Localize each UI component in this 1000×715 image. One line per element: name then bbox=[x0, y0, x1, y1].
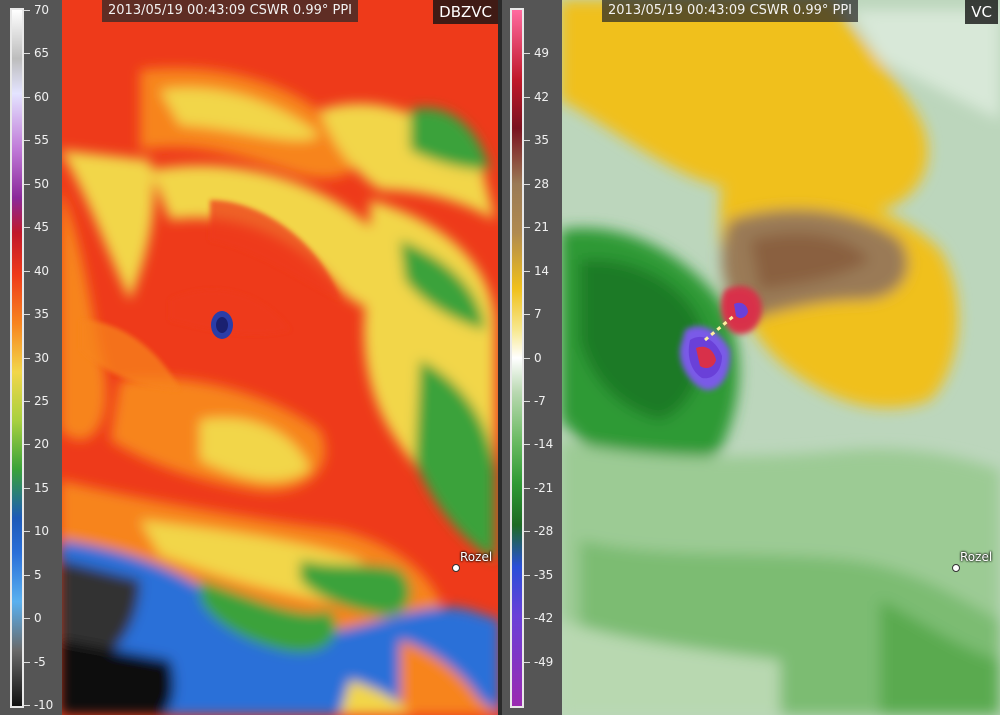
left-colorbar-tick-label: 25 bbox=[34, 393, 49, 408]
left-colorbar-tick-label: 30 bbox=[34, 350, 49, 365]
left-colorbar-tick-label: 5 bbox=[34, 567, 42, 582]
velocity-colorbar-gradient bbox=[510, 8, 524, 708]
left-colorbar-tick-mark bbox=[24, 314, 30, 316]
left-colorbar-tick-mark bbox=[24, 444, 30, 446]
left-colorbar-tick-mark bbox=[24, 705, 30, 706]
left-colorbar-tick-mark bbox=[24, 357, 30, 359]
left-colorbar-tick-label: 65 bbox=[34, 46, 49, 61]
right-colorbar-tick-mark bbox=[524, 618, 530, 620]
left-city-label: Rozel bbox=[460, 550, 493, 564]
reflectivity-image bbox=[0, 0, 500, 715]
right-colorbar-tick-mark bbox=[524, 444, 530, 446]
left-colorbar-tick-mark bbox=[24, 661, 30, 663]
left-colorbar-tick-mark bbox=[24, 400, 30, 402]
reflectivity-panel: 70 65 60 55 50 45 40 35 30 25 20 15 10 5 0 -5 -10 2013/0… bbox=[0, 0, 500, 715]
right-city-label: Rozel bbox=[960, 550, 993, 564]
left-colorbar-tick-label: 40 bbox=[34, 263, 49, 278]
right-colorbar-tick-label: 28 bbox=[534, 176, 549, 191]
left-colorbar-tick-label: 70 bbox=[34, 3, 49, 17]
left-colorbar-tick-label: 60 bbox=[34, 89, 49, 104]
right-colorbar-tick-label: -28 bbox=[534, 524, 553, 539]
left-colorbar-tick-label: 45 bbox=[34, 220, 49, 235]
left-colorbar-tick-mark bbox=[24, 183, 30, 185]
velocity-image bbox=[500, 0, 1000, 715]
left-colorbar-tick-label: -5 bbox=[34, 654, 46, 669]
right-colorbar-tick-label: -35 bbox=[534, 567, 553, 582]
velocity-colorbar: 49 42 35 28 21 14 7 0 -7 -14 -21 -28 -35 -42 -49 bbox=[500, 0, 562, 715]
right-colorbar-tick-mark bbox=[524, 314, 530, 316]
right-colorbar-tick-mark bbox=[524, 270, 530, 272]
left-colorbar-tick-label: 15 bbox=[34, 480, 49, 495]
right-colorbar-tick-mark bbox=[524, 661, 530, 663]
right-colorbar-tick-label: -14 bbox=[534, 437, 553, 452]
left-colorbar-tick-label: 35 bbox=[34, 307, 49, 322]
left-colorbar-tick-mark bbox=[24, 270, 30, 272]
left-colorbar-tick-mark bbox=[24, 10, 30, 11]
left-colorbar-tick-label: 50 bbox=[34, 176, 49, 191]
left-colorbar-tick-mark bbox=[24, 140, 30, 142]
right-colorbar-tick-label: -42 bbox=[534, 611, 553, 626]
right-colorbar-tick-mark bbox=[524, 140, 530, 142]
panel-divider bbox=[498, 0, 502, 715]
left-colorbar-tick-label: -10 bbox=[34, 698, 53, 712]
left-colorbar-tick-mark bbox=[24, 487, 30, 489]
left-colorbar-tick-mark bbox=[24, 53, 30, 55]
right-colorbar-tick-mark bbox=[524, 227, 530, 229]
right-colorbar-tick-mark bbox=[524, 357, 530, 359]
reflectivity-colorbar-gradient bbox=[10, 8, 24, 708]
left-colorbar-tick-label: 10 bbox=[34, 524, 49, 539]
left-colorbar-tick-label: 0 bbox=[34, 611, 42, 626]
right-colorbar-tick-label: 49 bbox=[534, 46, 549, 61]
left-colorbar-tick-label: 55 bbox=[34, 133, 49, 148]
left-colorbar-tick-mark bbox=[24, 531, 30, 533]
left-colorbar-tick-mark bbox=[24, 96, 30, 98]
left-colorbar-tick-mark bbox=[24, 574, 30, 576]
right-colorbar-tick-label: 35 bbox=[534, 133, 549, 148]
left-header: 2013/05/19 00:43:09 CSWR 0.99° PPI bbox=[102, 0, 359, 22]
left-colorbar-tick-mark bbox=[24, 618, 30, 620]
left-product-label: DBZVC bbox=[433, 0, 498, 24]
city-dot-icon bbox=[452, 564, 460, 572]
right-colorbar-tick-mark bbox=[524, 183, 530, 185]
city-dot-icon bbox=[952, 564, 960, 572]
right-colorbar-tick-mark bbox=[524, 400, 530, 402]
right-colorbar-tick-label: -49 bbox=[534, 654, 553, 669]
right-colorbar-tick-label: 21 bbox=[534, 220, 549, 235]
right-colorbar-tick-label: 42 bbox=[534, 89, 549, 104]
right-colorbar-tick-label: -21 bbox=[534, 480, 553, 495]
left-colorbar-tick-mark bbox=[24, 227, 30, 229]
right-colorbar-tick-label: -7 bbox=[534, 393, 546, 408]
right-colorbar-tick-mark bbox=[524, 531, 530, 533]
right-header: 2013/05/19 00:43:09 CSWR 0.99° PPI bbox=[602, 0, 859, 22]
right-product-label: VC bbox=[965, 0, 998, 24]
velocity-panel: 49 42 35 28 21 14 7 0 -7 -14 -21 -28 -35 -42 -49 2013/… bbox=[500, 0, 1000, 715]
right-colorbar-tick-label: 7 bbox=[534, 307, 542, 322]
right-colorbar-tick-label: 14 bbox=[534, 263, 549, 278]
left-colorbar-tick-label: 20 bbox=[34, 437, 49, 452]
right-colorbar-tick-mark bbox=[524, 53, 530, 55]
right-colorbar-tick-label: 0 bbox=[534, 350, 542, 365]
reflectivity-colorbar: 70 65 60 55 50 45 40 35 30 25 20 15 10 5 0 -5 -10 bbox=[0, 0, 62, 715]
right-colorbar-tick-mark bbox=[524, 574, 530, 576]
right-colorbar-tick-mark bbox=[524, 487, 530, 489]
right-colorbar-tick-mark bbox=[524, 96, 530, 98]
